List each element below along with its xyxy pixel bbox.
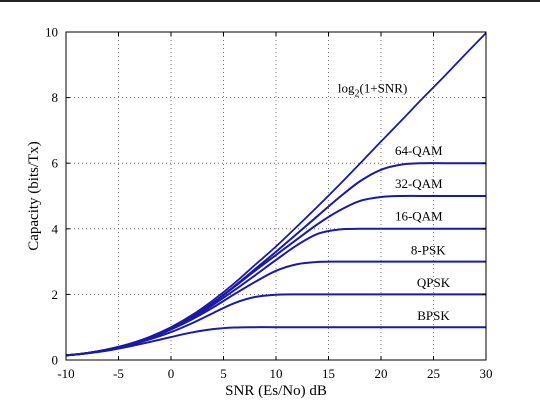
series-label-8-psk: 8-PSK [411,242,446,257]
y-tick-label: 2 [52,287,59,302]
series-label-64-qam: 64-QAM [395,143,443,158]
y-tick-label: 10 [45,25,58,40]
series-line-bpsk [65,326,486,357]
y-tick-label: 8 [52,90,59,105]
x-tick-label: 30 [480,366,493,381]
x-tick-label: 20 [375,366,388,381]
axis-ticks: -10 -5 0 5 10 15 20 25 30 0 2 4 6 8 10 [45,25,493,382]
series-label-16-qam: 16-QAM [395,209,443,224]
y-tick-label: 6 [52,156,59,171]
x-tick-label: 15 [322,366,335,381]
x-tick-label: 10 [270,366,283,381]
series-label-qpsk: QPSK [417,275,451,290]
y-tick-label: 4 [52,221,59,236]
curves [65,32,487,357]
y-tick-label: 0 [52,353,59,368]
curve-labels: log2(1+SNR) 64-QAM 32-QAM 16-QAM 8-PSK QPSK BP… [338,81,451,323]
x-tick-label: 0 [168,366,175,381]
x-tick-label: -10 [57,366,74,381]
x-tick-label: -5 [113,366,124,381]
x-axis-title: SNR (Es/No) dB [225,383,327,399]
series-label-bpsk: BPSK [417,308,450,323]
series-label-log2-1-snr: log2(1+SNR) [338,81,407,100]
x-tick-label: 5 [220,366,227,381]
x-tick-label: 25 [427,366,440,381]
y-axis-title: Capacity (bits/Tx) [26,141,42,251]
series-label-32-qam: 32-QAM [395,176,443,191]
top-border-line [0,0,540,2]
